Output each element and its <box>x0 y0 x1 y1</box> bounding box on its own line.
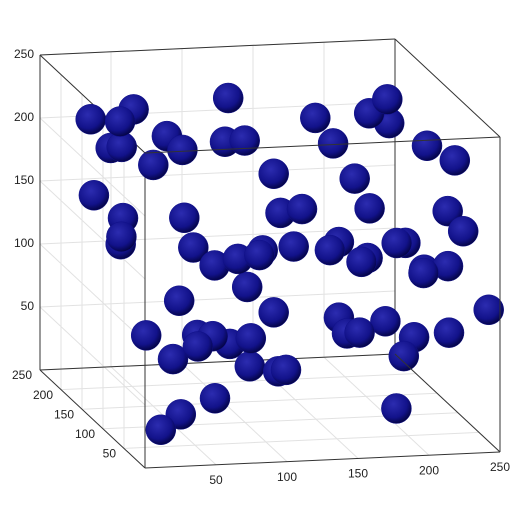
sphere <box>244 240 274 270</box>
sphere <box>300 103 330 133</box>
x-tick-label: 100 <box>277 470 297 484</box>
grid-line <box>124 432 479 448</box>
sphere <box>200 383 230 413</box>
x-tick-label: 50 <box>209 473 223 487</box>
y-tick-label: 200 <box>33 388 53 402</box>
sphere <box>213 83 243 113</box>
sphere <box>381 393 411 423</box>
grid-line <box>324 357 429 455</box>
sphere <box>382 228 412 258</box>
z-tick-label: 50 <box>21 299 35 313</box>
y-tick-label: 150 <box>54 407 74 421</box>
sphere <box>164 286 194 316</box>
z-tick-label: 200 <box>14 110 34 124</box>
y-tick-label: 100 <box>75 427 95 441</box>
sphere <box>230 126 260 156</box>
sphere <box>372 84 402 114</box>
x-tick-label: 250 <box>490 460 510 474</box>
sphere <box>355 193 385 223</box>
x-tick-label: 150 <box>348 467 368 481</box>
sphere <box>169 203 199 233</box>
sphere <box>389 341 419 371</box>
z-tick-label: 100 <box>14 236 34 250</box>
sphere <box>347 247 377 277</box>
sphere <box>412 131 442 161</box>
sphere <box>340 164 370 194</box>
sphere <box>76 104 106 134</box>
sphere <box>236 323 266 353</box>
sphere <box>271 355 301 385</box>
sphere <box>259 297 289 327</box>
sphere <box>315 235 345 265</box>
sphere <box>279 232 309 262</box>
sphere <box>440 145 470 175</box>
box-edge <box>40 39 395 55</box>
sphere <box>138 150 168 180</box>
sphere <box>106 222 136 252</box>
box-edge <box>145 452 500 468</box>
chart: 5010015020025050100150200250501001502002… <box>0 0 529 508</box>
grid-line <box>40 244 145 342</box>
sphere <box>370 306 400 336</box>
sphere <box>409 258 439 288</box>
sphere <box>345 318 375 348</box>
z-tick-label: 150 <box>14 173 34 187</box>
y-tick-label: 250 <box>12 368 32 382</box>
sphere <box>259 159 289 189</box>
x-tick-label: 200 <box>419 463 439 477</box>
sphere <box>167 135 197 165</box>
grid-line <box>40 307 145 405</box>
sphere <box>448 216 478 246</box>
y-tick-label: 50 <box>103 447 117 461</box>
sphere <box>318 128 348 158</box>
sphere <box>474 295 504 325</box>
sphere <box>146 415 176 445</box>
sphere <box>79 180 109 210</box>
sphere <box>434 318 464 348</box>
sphere <box>183 331 213 361</box>
spheres <box>76 83 504 445</box>
box-edge <box>395 354 500 452</box>
sphere <box>287 194 317 224</box>
z-tick-label: 250 <box>14 47 34 61</box>
sphere <box>232 272 262 302</box>
box-edge <box>395 39 500 137</box>
sphere <box>131 320 161 350</box>
sphere <box>105 107 135 137</box>
